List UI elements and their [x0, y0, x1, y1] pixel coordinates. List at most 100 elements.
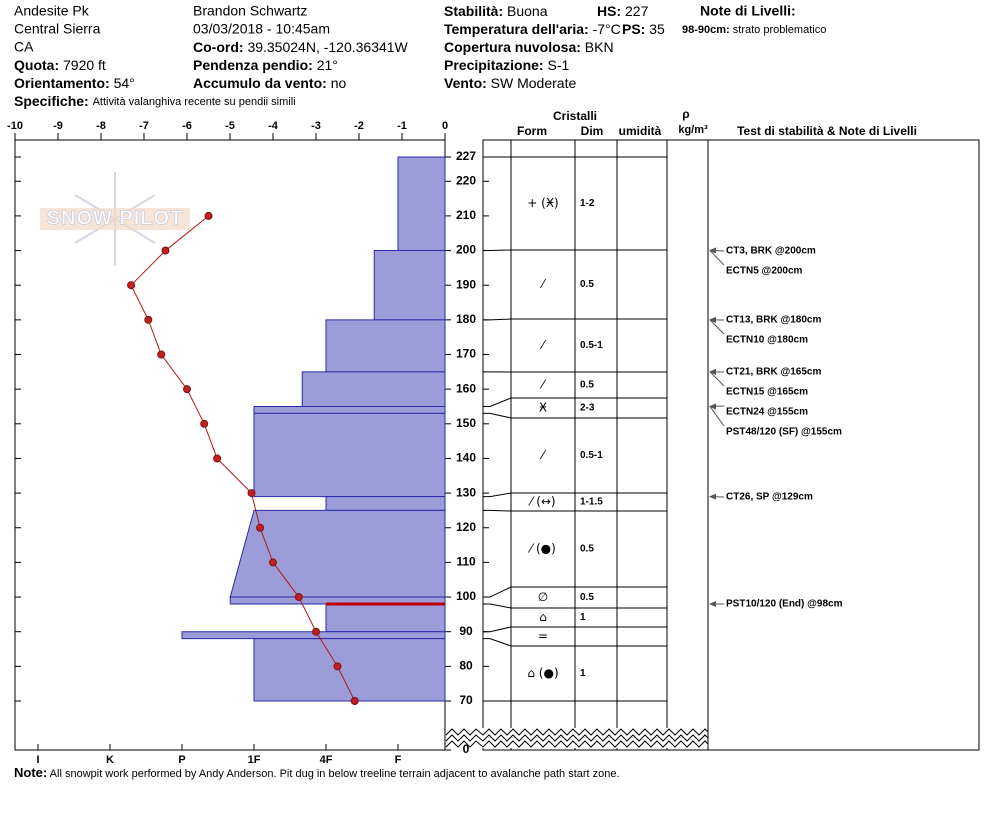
field-value: 35: [649, 21, 665, 37]
specifiche: Specifiche: Attività valanghiva recente …: [14, 93, 296, 109]
depth-tick-label: 110: [456, 555, 476, 569]
temperature-tick-label: -7: [139, 120, 149, 132]
layer-connector: [483, 412, 512, 419]
layer-connector: [483, 397, 512, 407]
grain-size: 0.5: [580, 544, 594, 555]
temperature-point: [350, 697, 359, 705]
table-frame: [482, 139, 980, 751]
hardness-bar: [253, 405, 446, 414]
layer-connector: [483, 586, 512, 598]
layer-connector: [483, 638, 512, 647]
temperature-tick-label: -1: [397, 120, 407, 132]
layer-connector: [483, 626, 512, 633]
field-label: Precipitazione:: [444, 57, 544, 73]
temperature-tick-label: 0: [442, 120, 448, 132]
arrow-head: [709, 316, 716, 323]
depth-tick-label: 80: [459, 659, 473, 673]
test-label: ECTN24 @155cm: [726, 407, 808, 418]
temperature-point: [256, 523, 265, 532]
depth-tick-label: 210: [456, 208, 476, 222]
header-field: Stabilità: Buona: [444, 3, 548, 19]
field-label: Specifiche:: [14, 93, 89, 109]
layer-connector: [483, 318, 512, 321]
depth-tick-label: 0: [463, 742, 470, 756]
depth-tick-label: 220: [456, 173, 476, 187]
grain-form: ⌂: [539, 610, 547, 624]
test-label: CT13, BRK @180cm: [726, 315, 821, 326]
test-label: ECTN10 @180cm: [726, 335, 808, 346]
test-arrow: [709, 319, 725, 335]
depth-tick-label: 70: [459, 693, 473, 707]
layer-connector: [483, 603, 512, 609]
temperature-tick-label: -3: [311, 120, 321, 132]
temperature-tick-label: -5: [225, 120, 235, 132]
temperature-point: [312, 627, 320, 636]
grain-size: 0.5: [580, 279, 594, 290]
header-field: Copertura nuvolosa: BKN: [444, 39, 614, 55]
header-field: Orientamento: 54°: [14, 75, 135, 91]
column-header: Dim: [581, 124, 604, 138]
field-label: HS:: [597, 3, 621, 19]
depth-tick-label: 200: [456, 243, 476, 257]
temperature-point: [157, 350, 166, 359]
column-header: ρ: [682, 107, 689, 121]
zigzag: [445, 740, 709, 748]
field-value: 39.35024N, -120.36341W: [247, 39, 408, 55]
grain-form: ∅: [538, 590, 548, 604]
table-columns: [510, 140, 709, 750]
test-label: CT21, BRK @165cm: [726, 367, 821, 378]
arrow-head: [709, 368, 716, 375]
field-label: 98-90cm:: [682, 24, 730, 36]
depth-tick-label: 227: [456, 149, 476, 163]
test-label: PST48/120 (SF) @155cm: [726, 427, 842, 438]
temperature-tick-label: -2: [354, 120, 364, 132]
grain-form: + (Ӿ): [527, 196, 558, 210]
header-field: Precipitazione: S-1: [444, 57, 569, 73]
depth-tick-label: 190: [456, 277, 476, 291]
header-field: Co-ord: 39.35024N, -120.36341W: [193, 39, 409, 55]
field-value: 54°: [114, 75, 135, 91]
temperature-point: [204, 211, 213, 220]
field-label: Copertura nuvolosa:: [444, 39, 581, 55]
layer-connector: [483, 509, 512, 512]
grain-size: 0.5: [580, 380, 594, 391]
temperature-point: [144, 315, 153, 324]
grain-form: Ӿ: [539, 401, 547, 415]
header-text: Brandon Schwartz: [193, 3, 307, 19]
axis-break: [445, 728, 709, 748]
hardness-tick-label: 1F: [248, 754, 261, 766]
notes-title: Note di Livelli:: [700, 3, 796, 19]
grain-form: ⁄ (●): [527, 542, 556, 556]
grain-form: ⁄: [539, 338, 547, 352]
temperature-tick-label: -6: [182, 120, 192, 132]
hardness-bar: [397, 156, 446, 252]
test-arrow: [709, 406, 725, 427]
zigzag: [445, 734, 709, 742]
grain-size: 1-1.5: [580, 497, 603, 508]
header-field: Pendenza pendio: 21°: [193, 57, 338, 73]
grain-form: ⁄: [539, 277, 547, 291]
layer-connector: [483, 492, 512, 498]
test-label: CT3, BRK @200cm: [726, 246, 816, 257]
field-value: 21°: [317, 57, 338, 73]
header-text: CA: [14, 39, 34, 55]
grain-size: 0.5: [580, 592, 594, 603]
watermark-text: SNOW PILOT: [47, 207, 184, 229]
temperature-tick-label: -4: [268, 120, 279, 132]
grain-form: ⌂ (●): [527, 666, 558, 680]
footer-note: Note: All snowpit work performed by Andy…: [14, 765, 620, 780]
column-header: umidità: [619, 124, 662, 138]
hardness-tick-label: K: [106, 754, 114, 766]
arrow-head: [709, 403, 716, 410]
temperature-point: [161, 246, 170, 255]
field-value: no: [331, 75, 347, 91]
column-header: kg/m³: [678, 124, 708, 136]
column-header: Test di stabilità & Note di Livelli: [737, 124, 917, 138]
depth-tick-label: 170: [456, 347, 476, 361]
header-field: PS: 35: [622, 21, 665, 37]
grain-form: ⁄: [539, 378, 547, 392]
depth-tick-label: 100: [456, 589, 476, 603]
field-label: Note:: [14, 765, 47, 780]
layer-connector: [483, 249, 512, 252]
